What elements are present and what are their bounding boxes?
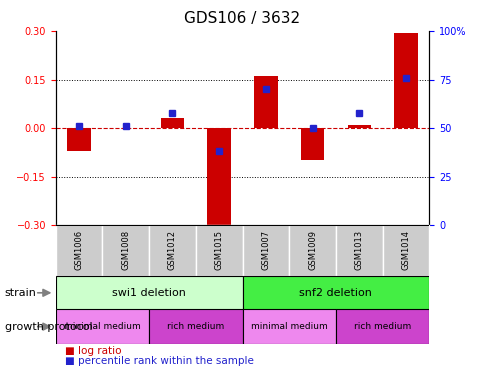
Bar: [335, 309, 428, 344]
Bar: [196, 225, 242, 276]
Text: rich medium: rich medium: [353, 322, 410, 331]
Bar: [382, 225, 428, 276]
Bar: [335, 225, 382, 276]
Bar: [56, 276, 242, 309]
Text: strain: strain: [5, 288, 37, 298]
Bar: [56, 225, 102, 276]
Bar: [67, 128, 91, 151]
Text: GSM1006: GSM1006: [75, 229, 83, 270]
Bar: [207, 128, 230, 225]
Bar: [56, 309, 149, 344]
Bar: [288, 225, 335, 276]
Bar: [347, 125, 370, 128]
Text: GSM1009: GSM1009: [307, 230, 317, 270]
Text: minimal medium: minimal medium: [250, 322, 327, 331]
Bar: [393, 33, 417, 128]
Text: GSM1012: GSM1012: [167, 230, 177, 270]
Text: growth protocol: growth protocol: [5, 322, 92, 332]
Text: rich medium: rich medium: [167, 322, 224, 331]
Bar: [149, 225, 196, 276]
Text: GSM1013: GSM1013: [354, 229, 363, 270]
Text: GSM1015: GSM1015: [214, 230, 223, 270]
Text: GSM1008: GSM1008: [121, 229, 130, 270]
Text: minimal medium: minimal medium: [64, 322, 140, 331]
Bar: [102, 225, 149, 276]
Bar: [149, 309, 242, 344]
Text: GSM1014: GSM1014: [401, 230, 409, 270]
Text: GSM1007: GSM1007: [261, 229, 270, 270]
Text: snf2 deletion: snf2 deletion: [299, 288, 372, 298]
Bar: [242, 276, 428, 309]
Bar: [254, 76, 277, 128]
Bar: [161, 119, 184, 128]
Text: ■ log ratio: ■ log ratio: [65, 346, 121, 356]
Text: ■ percentile rank within the sample: ■ percentile rank within the sample: [65, 356, 254, 366]
Text: GDS106 / 3632: GDS106 / 3632: [184, 11, 300, 26]
Bar: [300, 128, 323, 160]
Text: swi1 deletion: swi1 deletion: [112, 288, 186, 298]
Bar: [242, 309, 335, 344]
Bar: [242, 225, 288, 276]
